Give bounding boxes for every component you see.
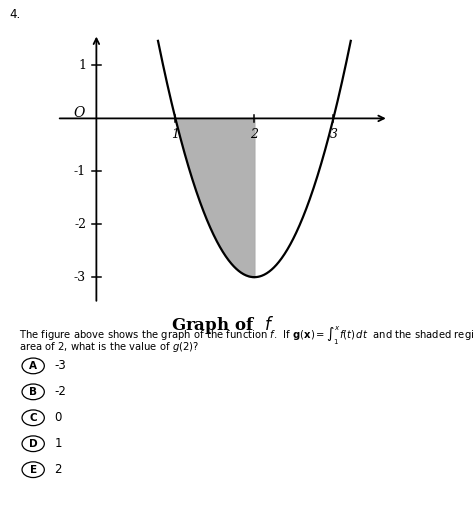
Text: 1: 1 xyxy=(55,437,62,450)
Text: -2: -2 xyxy=(74,218,86,231)
Text: A: A xyxy=(29,361,37,371)
Text: 4.: 4. xyxy=(9,8,21,21)
Text: D: D xyxy=(29,439,37,449)
Text: 1: 1 xyxy=(172,128,179,141)
Text: -1: -1 xyxy=(74,165,86,178)
Text: 1: 1 xyxy=(78,59,86,72)
Text: -3: -3 xyxy=(74,270,86,284)
Text: area of 2, what is the value of $g(2)$?: area of 2, what is the value of $g(2)$? xyxy=(19,340,199,354)
Text: C: C xyxy=(29,413,37,423)
Text: 2: 2 xyxy=(55,463,62,476)
Text: O: O xyxy=(73,106,85,120)
Text: The figure above shows the graph of the function $f$.  If $\mathbf{g}(\mathbf{x}: The figure above shows the graph of the … xyxy=(19,324,474,347)
Text: 3: 3 xyxy=(329,128,337,141)
Text: 0: 0 xyxy=(55,411,62,425)
Text: E: E xyxy=(29,465,37,475)
Text: Graph of  $f$: Graph of $f$ xyxy=(171,314,274,336)
Text: -2: -2 xyxy=(55,385,66,399)
Text: B: B xyxy=(29,387,37,397)
Text: 2: 2 xyxy=(250,128,258,141)
Text: -3: -3 xyxy=(55,359,66,373)
